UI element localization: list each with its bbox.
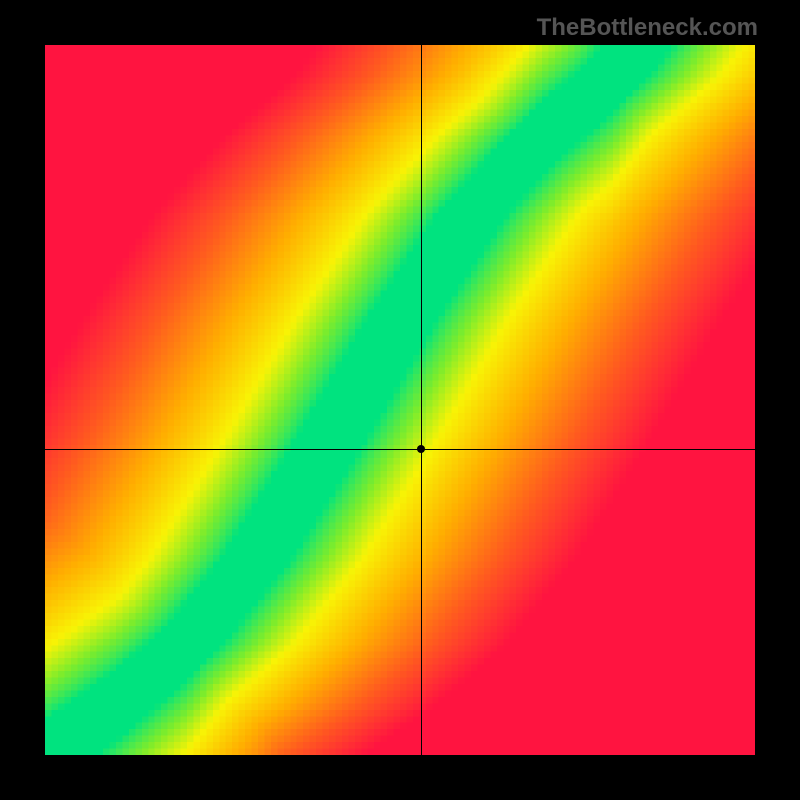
crosshair-marker-dot — [417, 445, 425, 453]
watermark-text: TheBottleneck.com — [537, 14, 758, 42]
crosshair-horizontal — [45, 449, 755, 450]
crosshair-vertical — [421, 45, 422, 755]
bottleneck-heatmap — [45, 45, 755, 755]
chart-container: TheBottleneck.com — [0, 0, 800, 800]
